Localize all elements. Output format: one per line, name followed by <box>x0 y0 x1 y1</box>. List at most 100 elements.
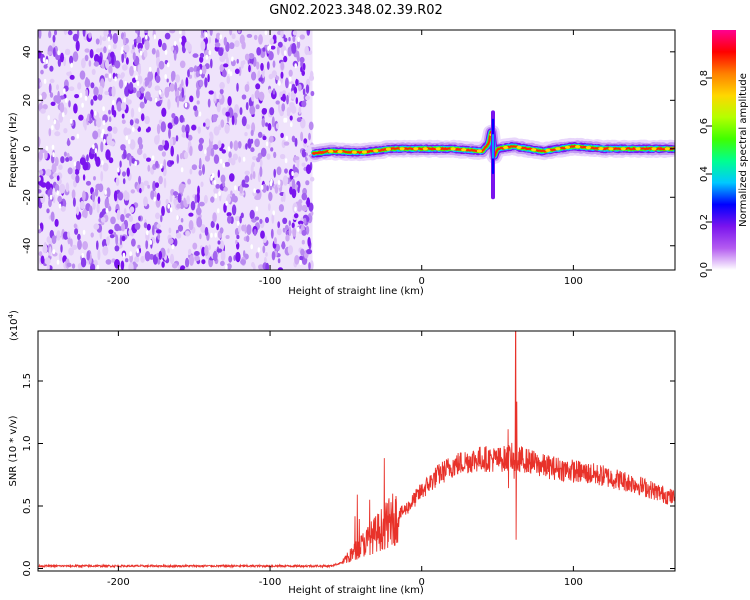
noise-blob <box>88 60 92 67</box>
noise-blob <box>294 137 298 147</box>
noise-blob <box>194 251 200 256</box>
noise-blob <box>152 225 155 236</box>
noise-blob <box>258 264 264 270</box>
noise-gap <box>81 102 84 108</box>
noise-blob <box>139 101 145 109</box>
noise-blob <box>112 126 118 134</box>
noise-blob <box>95 38 100 45</box>
noise-blob <box>167 248 170 254</box>
noise-blob <box>96 240 99 250</box>
noise-blob <box>166 78 169 83</box>
noise-gap <box>291 171 294 176</box>
noise-blob <box>297 220 304 225</box>
noise-blob <box>218 94 222 100</box>
noise-blob <box>253 264 256 270</box>
noise-blob <box>70 238 73 247</box>
noise-gap <box>151 155 155 161</box>
noise-blob <box>43 64 48 69</box>
noise-blob <box>283 55 288 63</box>
noise-blob <box>246 33 253 38</box>
noise-blob <box>219 88 224 95</box>
noise-gap <box>125 135 129 141</box>
noise-blob <box>230 190 233 196</box>
noise-blob <box>226 75 231 84</box>
noise-blob <box>287 46 292 57</box>
noise-blob <box>272 88 276 95</box>
noise-blob <box>128 215 133 222</box>
noise-blob <box>259 159 263 167</box>
noise-blob <box>171 262 178 269</box>
noise-blob <box>161 139 166 146</box>
noise-blob <box>220 174 226 184</box>
noise-blob <box>219 81 225 90</box>
noise-blob <box>102 162 109 172</box>
noise-blob <box>276 166 282 176</box>
noise-blob <box>265 217 269 224</box>
noise-blob <box>77 239 82 250</box>
noise-blob <box>198 201 205 207</box>
noise-blob <box>300 60 304 68</box>
noise-blob <box>273 168 277 178</box>
noise-blob <box>146 223 151 231</box>
noise-blob <box>223 203 227 213</box>
x-tick-label: 100 <box>564 577 583 588</box>
noise-blob <box>277 221 281 229</box>
noise-blob <box>266 61 270 70</box>
noise-blob <box>117 73 121 79</box>
noise-blob <box>188 248 192 256</box>
noise-blob <box>280 30 284 38</box>
noise-blob <box>293 156 300 161</box>
noise-gap <box>153 196 157 202</box>
noise-gap <box>217 208 220 214</box>
ridge-hotspot <box>413 147 419 151</box>
noise-blob <box>67 167 73 175</box>
noise-blob <box>142 153 147 159</box>
noise-blob <box>65 157 70 162</box>
noise-blob <box>63 151 67 157</box>
noise-blob <box>68 156 73 162</box>
noise-blob <box>300 131 304 142</box>
noise-blob <box>297 186 300 194</box>
ridge-hotspot <box>361 150 367 154</box>
noise-blob <box>108 157 114 164</box>
noise-blob <box>75 160 81 172</box>
noise-blob <box>223 63 229 68</box>
noise-blob <box>126 167 130 177</box>
noise-blob <box>93 61 100 67</box>
y-tick-label: 40 <box>22 45 33 58</box>
noise-blob <box>122 178 126 185</box>
noise-blob <box>278 102 281 113</box>
noise-blob <box>191 164 198 171</box>
noise-blob <box>60 52 64 63</box>
noise-blob <box>237 141 242 149</box>
noise-gap <box>154 97 158 103</box>
noise-gap <box>231 56 234 62</box>
noise-blob <box>195 71 200 78</box>
noise-blob <box>90 82 95 89</box>
noise-blob <box>265 122 269 127</box>
ridge-hotspot <box>328 149 334 153</box>
noise-blob <box>79 200 85 210</box>
noise-blob <box>118 79 124 89</box>
noise-blob <box>59 183 66 194</box>
noise-blob <box>163 177 167 189</box>
noise-blob <box>253 34 258 41</box>
x-tick-label: 0 <box>419 276 425 287</box>
noise-blob <box>129 206 135 213</box>
noise-blob <box>286 94 289 105</box>
noise-blob <box>57 57 62 67</box>
noise-gap <box>101 128 105 134</box>
noise-blob <box>84 54 89 62</box>
noise-gap <box>272 210 276 216</box>
noise-blob <box>63 56 66 67</box>
noise-blob <box>310 90 315 97</box>
noise-blob <box>304 45 310 56</box>
noise-blob <box>97 196 101 204</box>
noise-blob <box>81 58 86 69</box>
ridge-hotspot <box>461 148 467 152</box>
noise-blob <box>285 234 290 242</box>
noise-blob <box>67 231 71 239</box>
noise-blob <box>268 135 274 143</box>
noise-blob <box>268 191 273 202</box>
noise-blob <box>296 50 300 61</box>
